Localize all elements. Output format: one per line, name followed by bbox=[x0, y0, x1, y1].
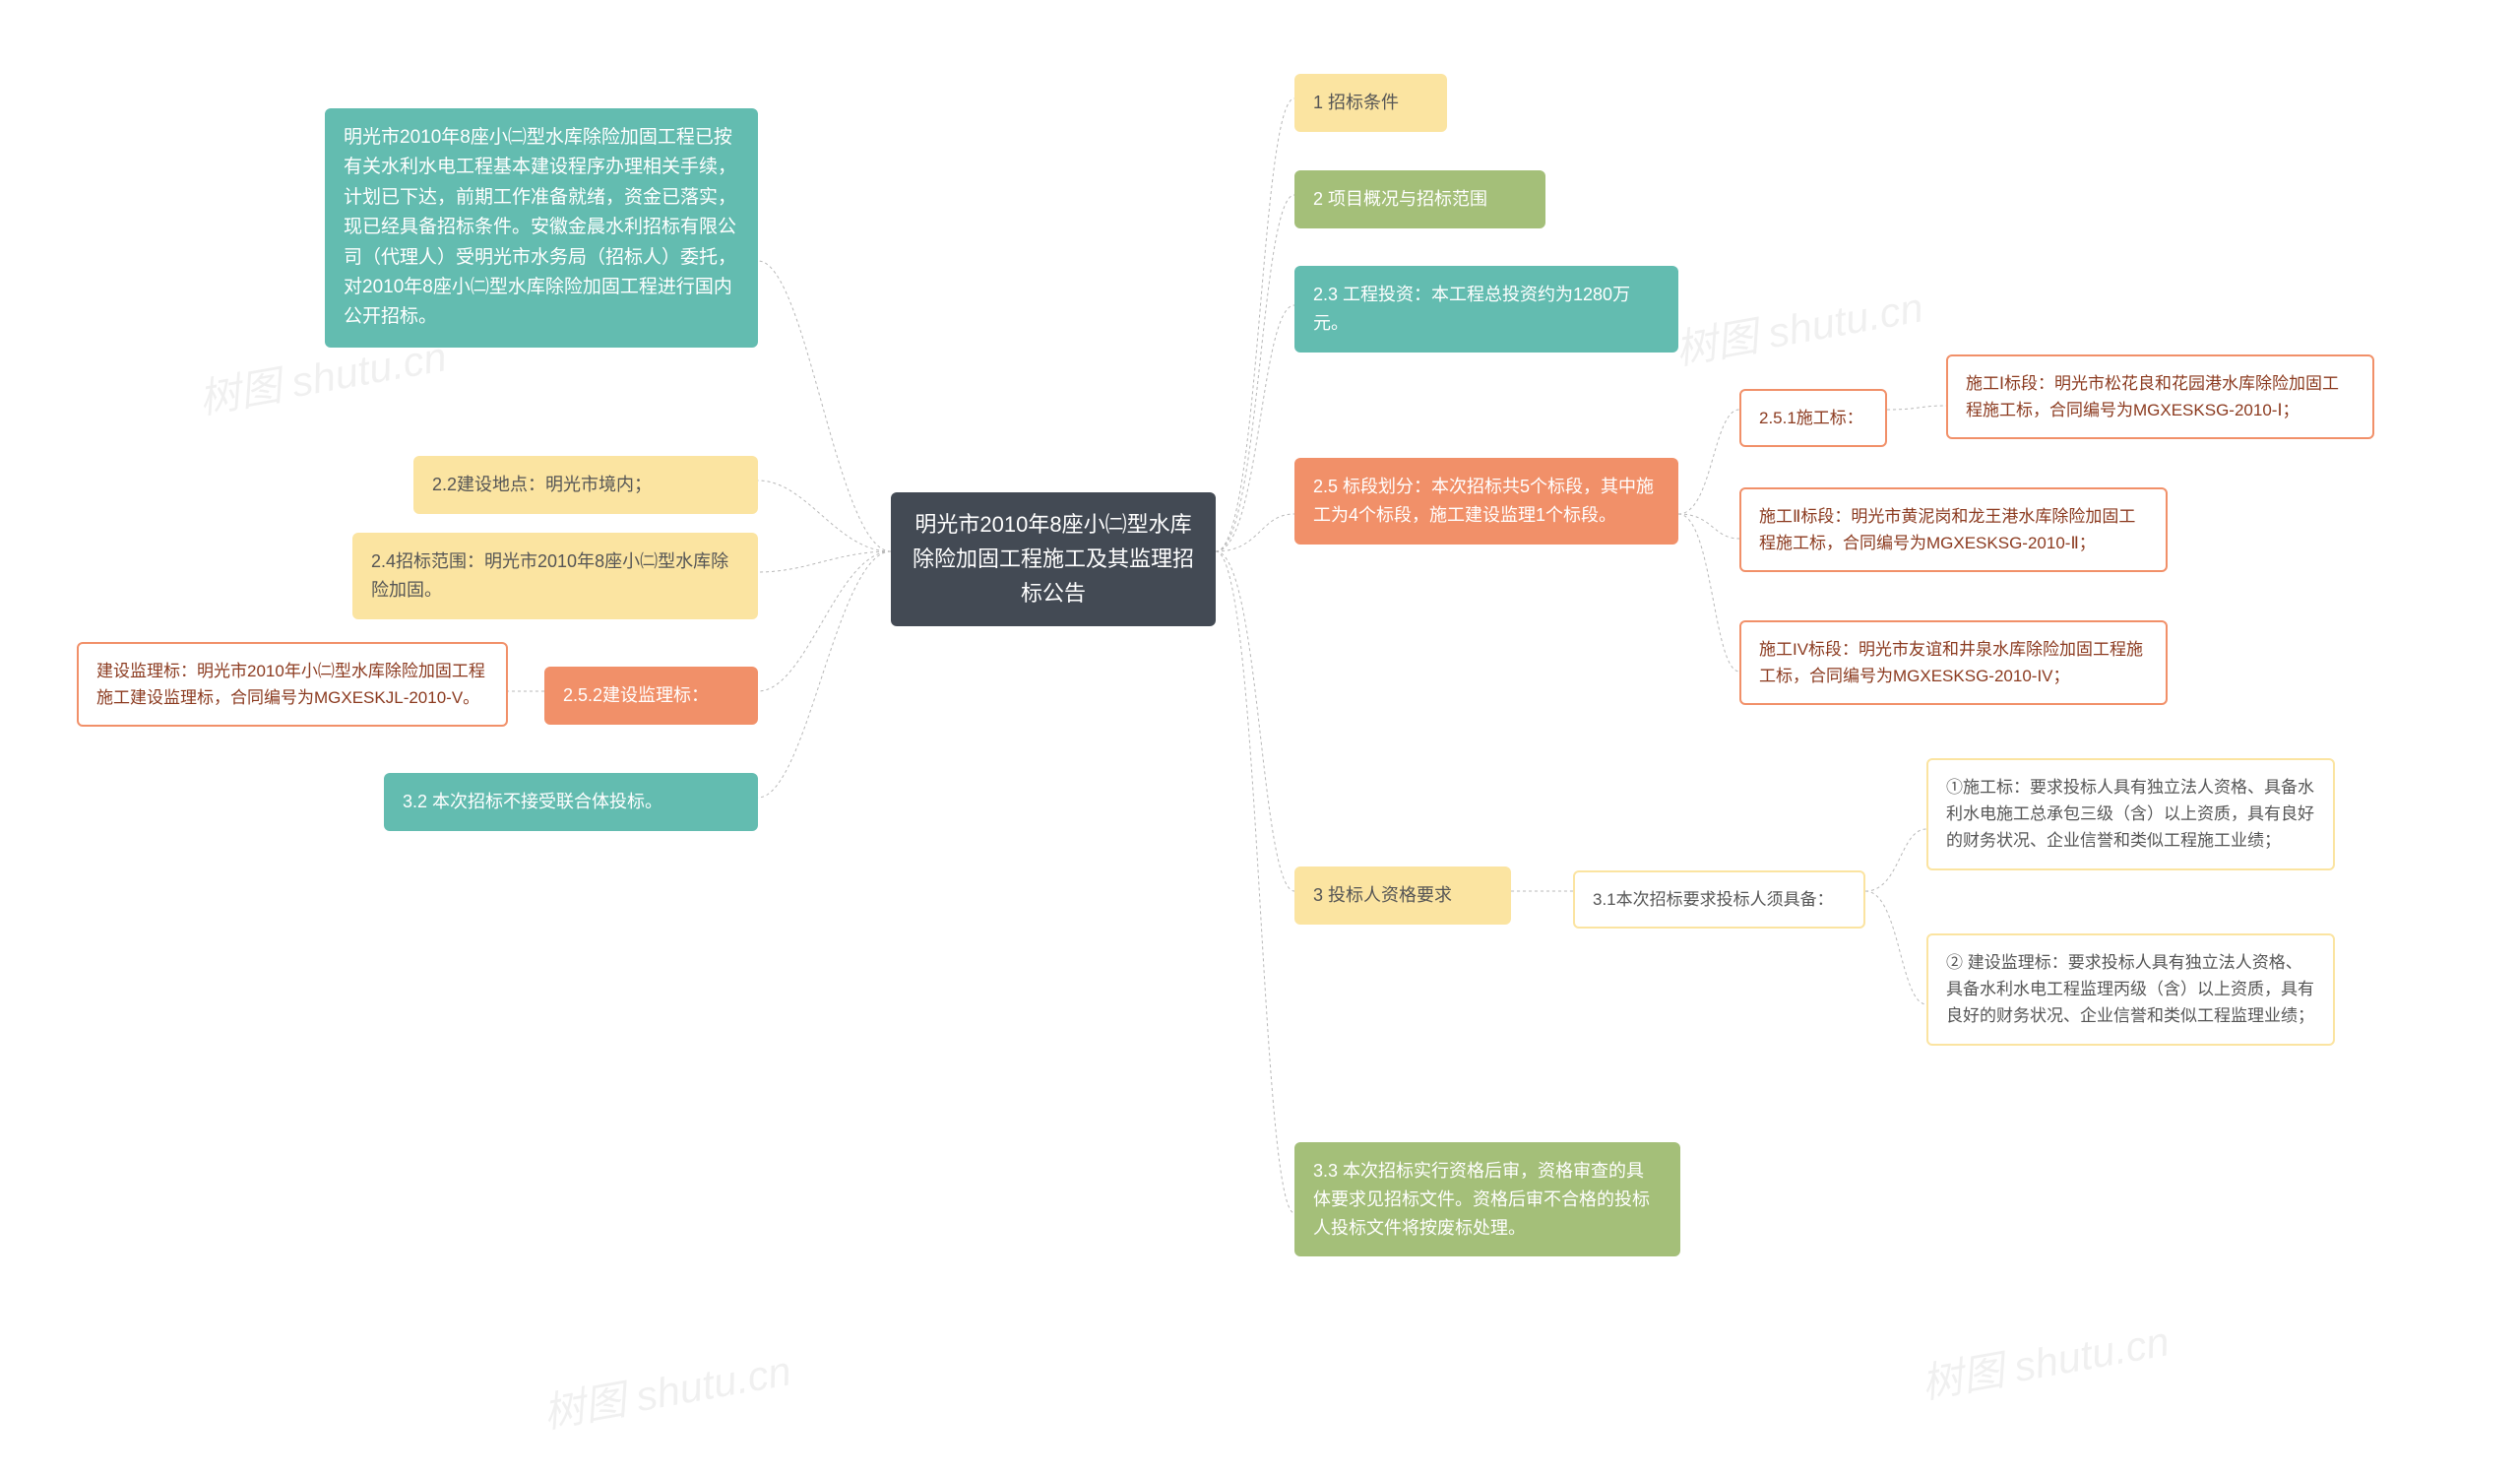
watermark-text: 树图 shutu.cn bbox=[1918, 1317, 2173, 1406]
node-r4c: 施工IV标段：明光市友谊和井泉水库除险加固工程施工标，合同编号为MGXESKSG… bbox=[1739, 620, 2168, 705]
node-r5a2: ② 建设监理标：要求投标人具有独立法人资格、具备水利水电工程监理丙级（含）以上资… bbox=[1926, 933, 2335, 1046]
node-r2: 2 项目概况与招标范围 bbox=[1294, 170, 1545, 228]
node-r4a1-text: 施工Ⅰ标段：明光市松花良和花园港水库除险加固工程施工标，合同编号为MGXESKS… bbox=[1966, 374, 2339, 419]
node-r5a1-text: ①施工标：要求投标人具有独立法人资格、具备水利水电施工总承包三级（含）以上资质，… bbox=[1946, 778, 2314, 850]
watermark: 树图 shutu.cn bbox=[1670, 274, 1927, 376]
watermark: 树图 shutu.cn bbox=[538, 1337, 795, 1440]
node-r5a1: ①施工标：要求投标人具有独立法人资格、具备水利水电施工总承包三级（含）以上资质，… bbox=[1926, 758, 2335, 870]
node-r6: 3.3 本次招标实行资格后审，资格审查的具体要求见招标文件。资格后审不合格的投标… bbox=[1294, 1142, 1680, 1256]
node-r6-text: 3.3 本次招标实行资格后审，资格审查的具体要求见招标文件。资格后审不合格的投标… bbox=[1313, 1161, 1650, 1238]
node-r4a: 2.5.1施工标： bbox=[1739, 389, 1887, 447]
watermark-text: 树图 shutu.cn bbox=[1671, 284, 1926, 372]
node-r2-text: 2 项目概况与招标范围 bbox=[1313, 189, 1487, 209]
node-r4-text: 2.5 标段划分：本次招标共5个标段，其中施工为4个标段，施工建设监理1个标段。 bbox=[1313, 477, 1654, 525]
node-r4: 2.5 标段划分：本次招标共5个标段，其中施工为4个标段，施工建设监理1个标段。 bbox=[1294, 458, 1678, 545]
node-r3-text: 2.3 工程投资：本工程总投资约为1280万元。 bbox=[1313, 285, 1630, 333]
root-node: 明光市2010年8座小㈡型水库除险加固工程施工及其监理招标公告 bbox=[891, 492, 1216, 626]
node-r4a1: 施工Ⅰ标段：明光市松花良和花园港水库除险加固工程施工标，合同编号为MGXESKS… bbox=[1946, 354, 2374, 439]
node-r1: 1 招标条件 bbox=[1294, 74, 1447, 132]
root-text: 明光市2010年8座小㈡型水库除险加固工程施工及其监理招标公告 bbox=[913, 512, 1194, 606]
node-l3: 2.4招标范围：明光市2010年8座小㈡型水库除险加固。 bbox=[352, 533, 758, 619]
node-l5: 3.2 本次招标不接受联合体投标。 bbox=[384, 773, 758, 831]
node-r3: 2.3 工程投资：本工程总投资约为1280万元。 bbox=[1294, 266, 1678, 353]
node-l2: 2.2建设地点：明光市境内； bbox=[413, 456, 758, 514]
node-r1-text: 1 招标条件 bbox=[1313, 93, 1399, 112]
node-r5a2-text: ② 建设监理标：要求投标人具有独立法人资格、具备水利水电工程监理丙级（含）以上资… bbox=[1946, 953, 2314, 1025]
node-r4b: 施工Ⅱ标段：明光市黄泥岗和龙王港水库除险加固工程施工标，合同编号为MGXESKS… bbox=[1739, 487, 2168, 572]
node-r4a-text: 2.5.1施工标： bbox=[1759, 409, 1863, 427]
node-l4a-text: 建设监理标：明光市2010年小㈡型水库除险加固工程施工建设监理标，合同编号为MG… bbox=[96, 662, 485, 707]
node-l4: 2.5.2建设监理标： bbox=[544, 667, 758, 725]
node-r4c-text: 施工IV标段：明光市友谊和井泉水库除险加固工程施工标，合同编号为MGXESKSG… bbox=[1759, 640, 2143, 685]
node-r5-text: 3 投标人资格要求 bbox=[1313, 885, 1452, 905]
node-l3-text: 2.4招标范围：明光市2010年8座小㈡型水库除险加固。 bbox=[371, 551, 728, 600]
watermark-text: 树图 shutu.cn bbox=[539, 1347, 794, 1436]
node-r4b-text: 施工Ⅱ标段：明光市黄泥岗和龙王港水库除险加固工程施工标，合同编号为MGXESKS… bbox=[1759, 507, 2135, 552]
node-l5-text: 3.2 本次招标不接受联合体投标。 bbox=[403, 792, 662, 811]
node-r5a-text: 3.1本次招标要求投标人须具备： bbox=[1593, 890, 1834, 909]
node-l4-text: 2.5.2建设监理标： bbox=[563, 685, 709, 705]
node-l2-text: 2.2建设地点：明光市境内； bbox=[432, 475, 652, 494]
node-r5: 3 投标人资格要求 bbox=[1294, 866, 1511, 925]
node-l1: 明光市2010年8座小㈡型水库除险加固工程已按有关水利水电工程基本建设程序办理相… bbox=[325, 108, 758, 348]
node-l1-text: 明光市2010年8座小㈡型水库除险加固工程已按有关水利水电工程基本建设程序办理相… bbox=[344, 127, 736, 327]
node-r5a: 3.1本次招标要求投标人须具备： bbox=[1573, 870, 1865, 929]
watermark: 树图 shutu.cn bbox=[1917, 1308, 2174, 1410]
node-l4a: 建设监理标：明光市2010年小㈡型水库除险加固工程施工建设监理标，合同编号为MG… bbox=[77, 642, 508, 727]
